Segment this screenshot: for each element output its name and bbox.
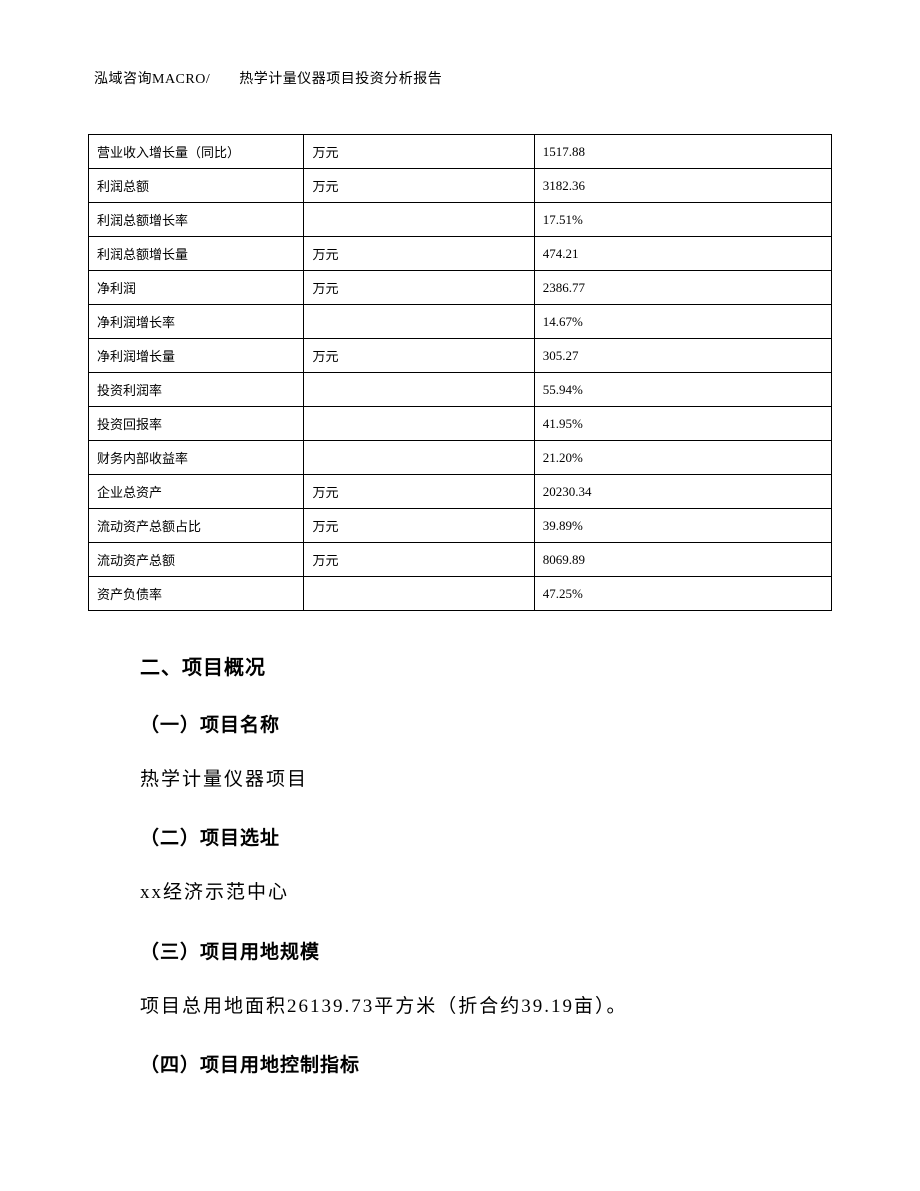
table-cell: 万元 [304,339,534,373]
table-cell: 净利润 [89,271,304,305]
table-row: 资产负债率 47.25% [89,577,832,611]
table-cell: 营业收入增长量（同比） [89,135,304,169]
subsection-heading-4: （四）项目用地控制指标 [140,1050,792,1077]
table-cell: 投资回报率 [89,407,304,441]
table-row: 投资利润率 55.94% [89,373,832,407]
table-cell: 305.27 [534,339,831,373]
table-cell [304,203,534,237]
table-cell [304,305,534,339]
financial-table: 营业收入增长量（同比） 万元 1517.88 利润总额 万元 3182.36 利… [88,134,832,611]
table-row: 流动资产总额占比 万元 39.89% [89,509,832,543]
table-cell [304,441,534,475]
table-cell: 41.95% [534,407,831,441]
table-cell: 55.94% [534,373,831,407]
body-paragraph: xx经济示范中心 [140,878,792,908]
table-row: 财务内部收益率 21.20% [89,441,832,475]
table-row: 净利润 万元 2386.77 [89,271,832,305]
table-row: 流动资产总额 万元 8069.89 [89,543,832,577]
table-cell: 8069.89 [534,543,831,577]
page-header: 泓域咨询MACRO/ 热学计量仪器项目投资分析报告 [88,68,832,88]
body-paragraph: 热学计量仪器项目 [140,765,792,795]
table-cell: 20230.34 [534,475,831,509]
table-row: 企业总资产 万元 20230.34 [89,475,832,509]
document-body: 二、项目概况 （一）项目名称 热学计量仪器项目 （二）项目选址 xx经济示范中心… [88,651,832,1077]
table-cell: 资产负债率 [89,577,304,611]
table-cell: 投资利润率 [89,373,304,407]
table-cell [304,407,534,441]
table-cell: 万元 [304,237,534,271]
table-row: 净利润增长率 14.67% [89,305,832,339]
subsection-heading-3: （三）项目用地规模 [140,937,792,964]
table-cell: 万元 [304,543,534,577]
table-cell: 17.51% [534,203,831,237]
table-cell: 474.21 [534,237,831,271]
table-cell [304,577,534,611]
table-cell: 流动资产总额 [89,543,304,577]
table-cell: 2386.77 [534,271,831,305]
table-cell: 万元 [304,169,534,203]
table-cell: 万元 [304,475,534,509]
table-row: 利润总额增长量 万元 474.21 [89,237,832,271]
table-cell: 39.89% [534,509,831,543]
table-cell: 3182.36 [534,169,831,203]
table-row: 投资回报率 41.95% [89,407,832,441]
table-cell: 净利润增长量 [89,339,304,373]
table-row: 净利润增长量 万元 305.27 [89,339,832,373]
table-cell: 净利润增长率 [89,305,304,339]
table-cell [304,373,534,407]
table-cell: 万元 [304,271,534,305]
table-cell: 14.67% [534,305,831,339]
table-cell: 流动资产总额占比 [89,509,304,543]
subsection-heading-2: （二）项目选址 [140,823,792,850]
subsection-heading-1: （一）项目名称 [140,710,792,737]
table-row: 利润总额增长率 17.51% [89,203,832,237]
table-cell: 利润总额增长量 [89,237,304,271]
table-cell: 万元 [304,135,534,169]
section-heading-2: 二、项目概况 [140,651,792,680]
table-cell: 47.25% [534,577,831,611]
table-cell: 21.20% [534,441,831,475]
table-cell: 万元 [304,509,534,543]
table-cell: 利润总额 [89,169,304,203]
table-row: 利润总额 万元 3182.36 [89,169,832,203]
body-paragraph: 项目总用地面积26139.73平方米（折合约39.19亩）。 [140,992,792,1022]
table-cell: 财务内部收益率 [89,441,304,475]
table-cell: 企业总资产 [89,475,304,509]
table-cell: 1517.88 [534,135,831,169]
document-page: 泓域咨询MACRO/ 热学计量仪器项目投资分析报告 营业收入增长量（同比） 万元… [0,0,920,1077]
table-row: 营业收入增长量（同比） 万元 1517.88 [89,135,832,169]
table-cell: 利润总额增长率 [89,203,304,237]
